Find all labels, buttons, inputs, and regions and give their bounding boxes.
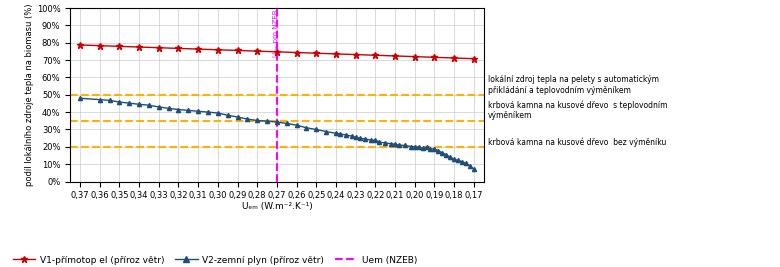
Legend: V1-přímotop el (příroz větr), V2-zemní plyn (příroz větr), Uem (NZEB): V1-přímotop el (příroz větr), V2-zemní p… [9, 252, 421, 267]
Y-axis label: podíl lokálního zdroje tepla na biomasu (%): podíl lokálního zdroje tepla na biomasu … [25, 3, 34, 186]
Text: krbová kamna na kusové dřevo  s teplovodním
výměníkem: krbová kamna na kusové dřevo s teplovodn… [488, 100, 667, 120]
Text: lokální zdroj tepla na pelety s automatickým
přikládání a teplovodním výměníkem: lokální zdroj tepla na pelety s automati… [488, 75, 659, 95]
Text: krbová kamna na kusové dřevo  bez výměníku: krbová kamna na kusové dřevo bez výměník… [488, 137, 666, 147]
X-axis label: Uₑₘ (W.m⁻².K⁻¹): Uₑₘ (W.m⁻².K⁻¹) [242, 202, 312, 211]
Text: Uₑₘ pro NZEB: Uₑₘ pro NZEB [273, 10, 279, 57]
